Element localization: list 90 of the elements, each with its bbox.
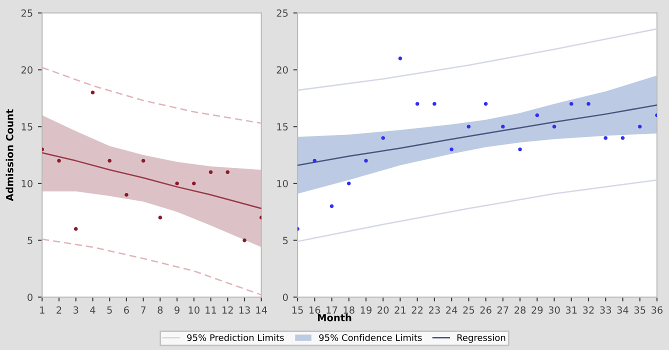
point: [74, 227, 78, 231]
x-tick-label: 36: [652, 306, 663, 314]
point: [192, 182, 196, 186]
y-tick-label: 0: [28, 294, 32, 301]
legend-label: 95% Confidence Limits: [319, 334, 422, 342]
point: [450, 147, 454, 152]
x-tick-label: 2: [56, 306, 62, 314]
x-tick-label: 29: [532, 306, 543, 314]
x-tick-label: 11: [206, 306, 216, 314]
point: [638, 124, 642, 129]
point: [175, 182, 179, 186]
y-tick-label: 15: [22, 123, 32, 130]
y-axis-title: Admission Count: [6, 109, 14, 202]
x-tick-label: 35: [634, 306, 646, 314]
x-tick-label: 6: [124, 306, 129, 314]
x-tick-label: 9: [174, 306, 180, 314]
y-tick-label: 10: [22, 180, 32, 188]
point: [242, 238, 246, 242]
y-tick-label: 5: [283, 236, 288, 244]
x-tick-label: 19: [360, 306, 372, 314]
y-tick-label: 15: [277, 123, 288, 130]
point: [312, 158, 317, 163]
line-series: [42, 66, 262, 124]
y-tick-label: 5: [28, 236, 32, 244]
point: [398, 56, 402, 60]
point: [501, 124, 505, 129]
y-tick-label: 25: [276, 9, 288, 17]
line-series: [298, 28, 657, 91]
point: [208, 170, 213, 174]
x-tick-label: 16: [310, 306, 320, 314]
x-tick-label: 25: [463, 306, 474, 314]
x-tick-label: 21: [394, 306, 406, 314]
x-tick-label: 31: [566, 306, 577, 314]
point: [466, 124, 471, 129]
point: [346, 182, 351, 186]
x-tick-label: 32: [583, 306, 594, 314]
point: [124, 192, 128, 197]
x-tick-label: 17: [326, 306, 338, 314]
x-tick-label: 3: [74, 306, 78, 314]
x-tick-label: 23: [428, 306, 440, 314]
x-tick-label: 10: [188, 306, 200, 314]
x-tick-label: 1: [40, 306, 44, 314]
x-tick-label: 33: [600, 306, 612, 314]
x-tick-label: 20: [378, 306, 389, 314]
point: [586, 102, 590, 106]
x-tick-label: 12: [222, 306, 233, 314]
x-tick-label: 14: [256, 306, 267, 314]
x-tick-label: 15: [292, 306, 303, 314]
point: [90, 90, 95, 94]
point: [518, 147, 522, 152]
point: [552, 124, 556, 129]
x-tick-label: 28: [514, 306, 526, 314]
point: [57, 158, 61, 163]
y-tick-label: 25: [21, 9, 32, 17]
legend-label: Regression: [457, 334, 506, 343]
point: [484, 102, 488, 106]
point: [364, 158, 368, 163]
point: [158, 216, 162, 220]
line-series: [42, 152, 262, 210]
point: [569, 102, 574, 106]
x-tick-label: 30: [548, 306, 560, 314]
point: [108, 158, 112, 163]
x-tick-label: 8: [158, 306, 163, 314]
x-tick-label: 18: [344, 306, 354, 314]
y-tick-label: 0: [282, 294, 288, 301]
point: [226, 170, 230, 174]
x-tick-label: 24: [446, 306, 458, 314]
point: [620, 136, 625, 140]
x-tick-label: 5: [107, 306, 112, 314]
x-tick-label: 7: [141, 306, 146, 314]
y-tick-label: 20: [276, 66, 288, 74]
point: [381, 136, 386, 140]
point: [415, 102, 420, 106]
x-tick-label: 26: [480, 306, 492, 314]
line-series: [298, 179, 657, 242]
x-tick-label: 34: [617, 306, 628, 314]
y-tick-label: 20: [21, 66, 32, 74]
x-tick-label: 4: [90, 306, 96, 314]
point: [535, 113, 540, 118]
x-axis-title: Month: [318, 314, 352, 322]
point: [432, 102, 436, 106]
legend-label: 95% Prediction Limits: [187, 334, 284, 342]
point: [141, 158, 146, 163]
y-tick-label: 10: [277, 180, 288, 188]
point: [604, 136, 608, 140]
x-tick-label: 27: [497, 306, 508, 314]
x-tick-label: 22: [412, 306, 423, 314]
point: [330, 204, 334, 208]
x-tick-label: 13: [239, 306, 250, 314]
line-series: [298, 104, 657, 166]
